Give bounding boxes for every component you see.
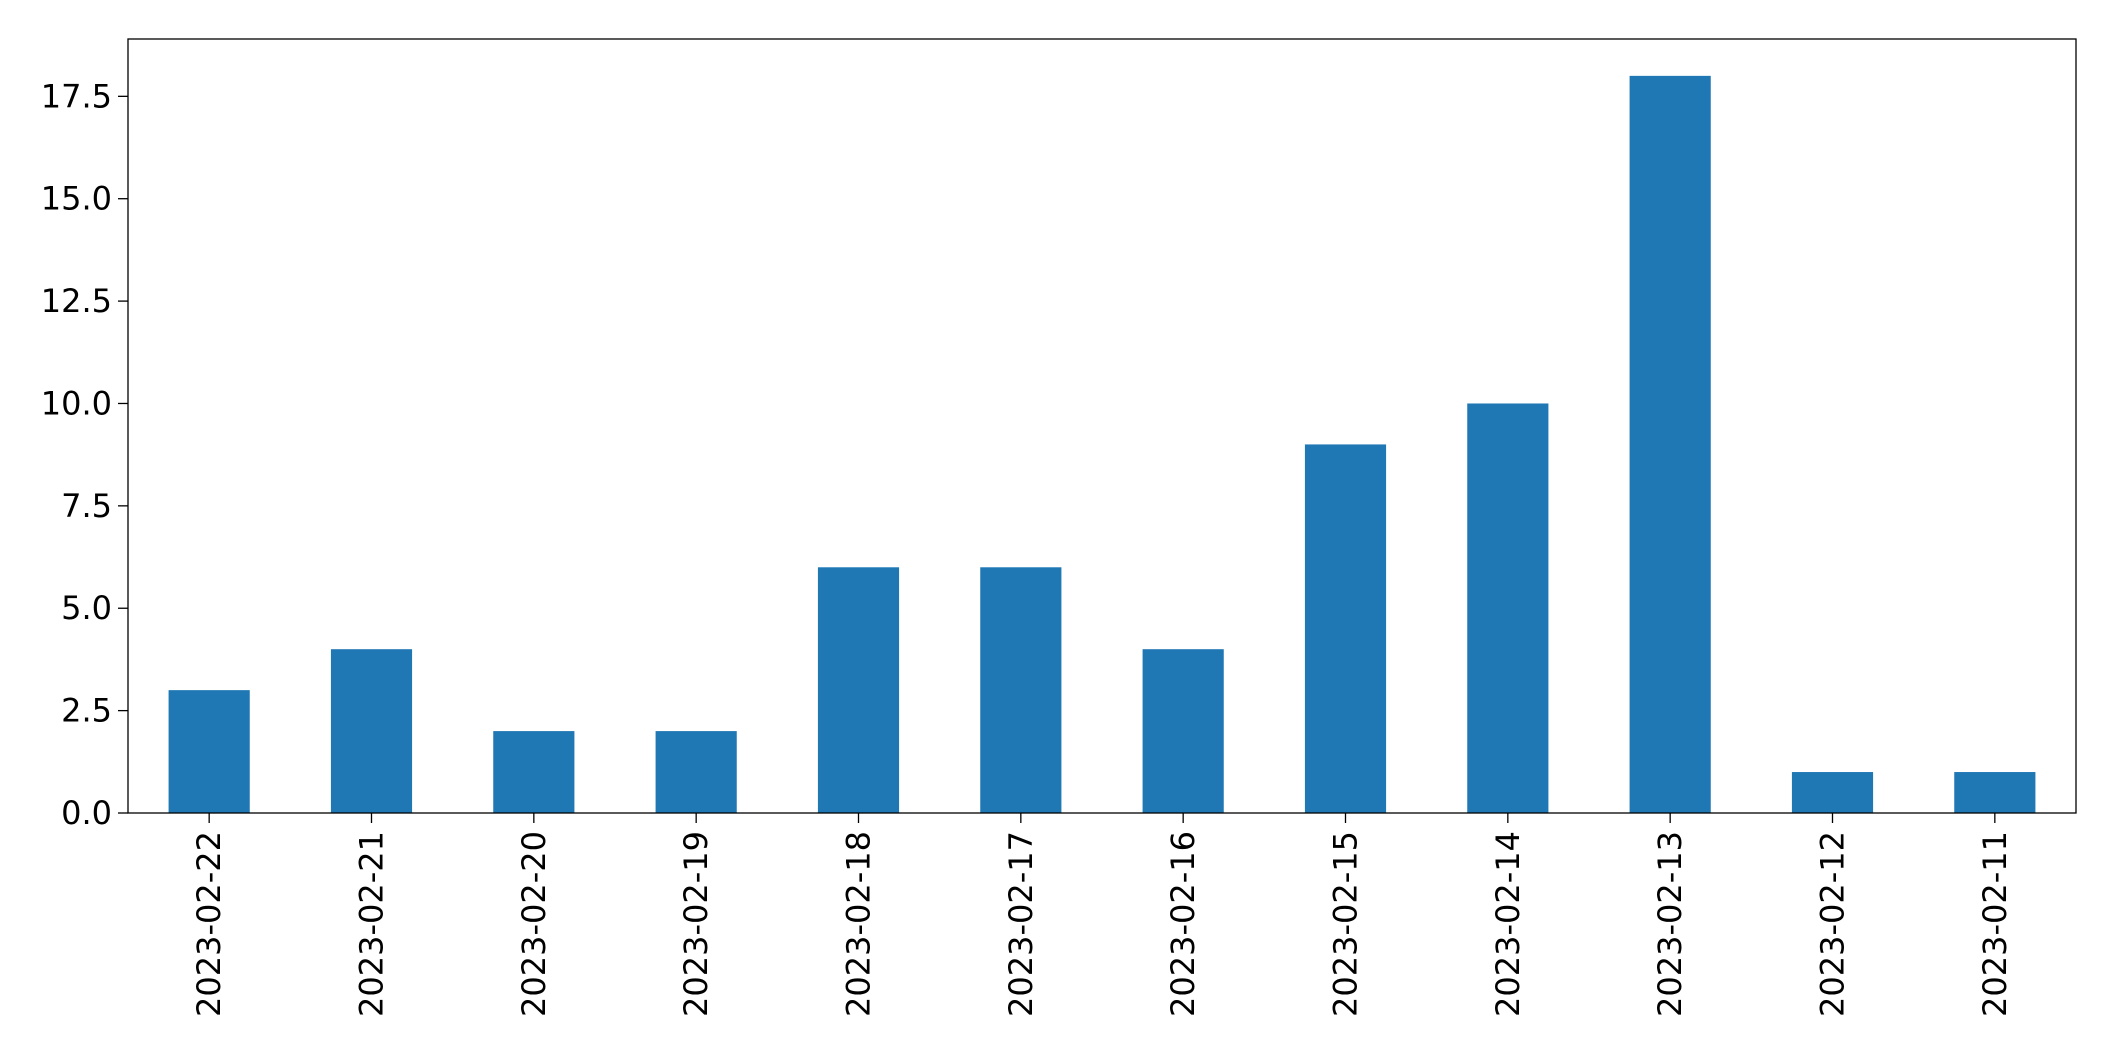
- y-tick-label: 12.5: [41, 282, 112, 320]
- y-tick-label: 10.0: [41, 384, 112, 422]
- y-tick-label: 7.5: [61, 487, 112, 525]
- x-tick-label: 2023-02-20: [515, 831, 553, 1017]
- x-tick-label: 2023-02-17: [1002, 831, 1040, 1017]
- bar: [980, 567, 1062, 813]
- x-tick-label: 2023-02-15: [1327, 831, 1365, 1017]
- x-tick-label: 2023-02-19: [677, 831, 715, 1017]
- x-tick-label: 2023-02-13: [1651, 831, 1689, 1017]
- x-tick-label: 2023-02-11: [1976, 831, 2014, 1017]
- bar: [1954, 772, 2036, 813]
- bar: [168, 690, 250, 813]
- bar: [1629, 75, 1711, 814]
- bar: [1467, 403, 1549, 813]
- x-tick-label: 2023-02-21: [353, 831, 391, 1017]
- plot-frame: [127, 38, 2077, 814]
- bar: [1304, 444, 1387, 813]
- x-tick-label: 2023-02-18: [840, 831, 878, 1017]
- x-tick-label: 2023-02-22: [190, 831, 228, 1017]
- y-tick-label: 15.0: [41, 180, 112, 218]
- y-tick-label: 0.0: [61, 794, 112, 832]
- x-tick-label: 2023-02-14: [1489, 831, 1527, 1017]
- bar: [655, 731, 737, 813]
- x-tick-label: 2023-02-12: [1814, 831, 1852, 1017]
- y-tick-label: 2.5: [61, 692, 112, 730]
- bar: [1791, 772, 1874, 813]
- bar: [493, 731, 575, 813]
- bar: [330, 649, 413, 813]
- y-tick-label: 17.5: [41, 77, 112, 115]
- y-tick-label: 5.0: [61, 589, 112, 627]
- bar: [1142, 649, 1224, 813]
- x-tick-label: 2023-02-16: [1164, 831, 1202, 1017]
- bar: [817, 567, 900, 813]
